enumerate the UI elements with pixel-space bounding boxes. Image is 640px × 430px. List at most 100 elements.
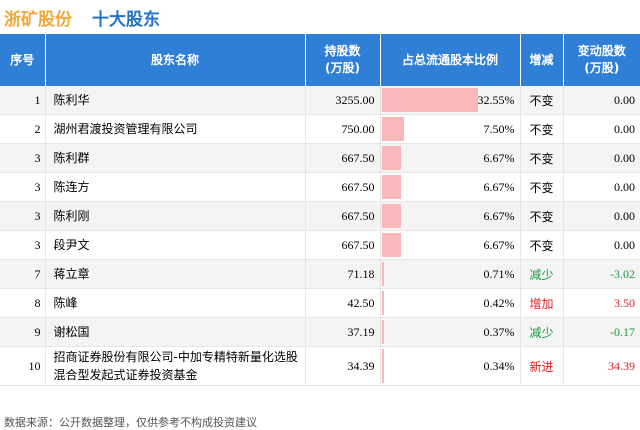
header: 浙矿股份 十大股东 [0,0,640,34]
shareholder-name: 招商证券股份有限公司-中加专精特新量化选股混合型发起式证券投资基金 [45,346,306,386]
table-row: 3 陈连方 667.50 6.67% 不变 0.00 [0,172,640,202]
ratio-value: 0.71% [483,266,515,281]
table-row: 1 陈利华 3255.00 32.55% 不变 0.00 [0,86,640,115]
shareholder-name: 陈利群 [45,143,306,173]
shares-value: 34.39 [305,346,381,386]
change-amount: 0.00 [563,230,640,260]
shares-value: 37.19 [305,317,381,347]
table-row: 3 陈利群 667.50 6.67% 不变 0.00 [0,143,640,173]
row-index: 3 [0,143,46,173]
ratio-bar [381,204,402,228]
data-source-note: 数据来源：公开数据整理，仅供参考不构成投资建议 [4,416,257,429]
ratio-value: 0.34% [483,358,515,373]
ratio-value: 6.67% [483,237,515,252]
ratio-bar [381,88,478,112]
row-index: 1 [0,86,46,115]
table-header-row: 序号 股东名称 持股数 (万股) 占总流通股本比例 增减 变动股数 (万股) [0,34,640,86]
row-index: 2 [0,114,46,144]
col-name-header: 股东名称 [45,34,306,86]
row-index: 3 [0,230,46,260]
shareholder-name: 段尹文 [45,230,306,260]
ratio-value: 6.67% [483,179,515,194]
ratio-cell: 7.50% [380,114,521,144]
change-amount: -0.17 [563,317,640,347]
ratio-value: 32.55% [477,92,515,107]
shares-value: 3255.00 [305,86,381,115]
row-index: 9 [0,317,46,347]
shareholder-name: 陈利刚 [45,201,306,231]
change-status: 减少 [520,317,564,347]
ratio-value: 0.42% [483,295,515,310]
ratio-bar [381,349,384,383]
ratio-cell: 6.67% [380,172,521,202]
change-amount: 0.00 [563,86,640,115]
shares-value: 42.50 [305,288,381,318]
ratio-value: 0.37% [483,324,515,339]
change-status: 不变 [520,143,564,173]
table-row: 8 陈峰 42.50 0.42% 增加 3.50 [0,288,640,318]
change-status: 增加 [520,288,564,318]
table-row: 10 招商证券股份有限公司-中加专精特新量化选股混合型发起式证券投资基金 34.39… [0,346,640,386]
ratio-bar [381,233,402,257]
shareholder-name: 陈峰 [45,288,306,318]
table-row: 7 蒋立章 71.18 0.71% 减少 -3.02 [0,259,640,289]
table-row: 2 湖州君渡投资管理有限公司 750.00 7.50% 不变 0.00 [0,114,640,144]
col-change-header: 增减 [520,34,564,86]
row-index: 3 [0,172,46,202]
change-amount: 0.00 [563,201,640,231]
col-index-header: 序号 [0,34,46,86]
change-status: 不变 [520,86,564,115]
change-amount: 3.50 [563,288,640,318]
ratio-cell: 0.42% [380,288,521,318]
company-name: 浙矿股份 [4,10,72,30]
shareholder-name: 陈连方 [45,172,306,202]
row-index: 7 [0,259,46,289]
shareholder-name: 蒋立章 [45,259,306,289]
table-row: 3 陈利刚 667.50 6.67% 不变 0.00 [0,201,640,231]
change-amount: 34.39 [563,346,640,386]
ratio-cell: 6.67% [380,230,521,260]
shares-value: 667.50 [305,230,381,260]
change-amount: 0.00 [563,143,640,173]
shareholder-name: 湖州君渡投资管理有限公司 [45,114,306,144]
ratio-bar [381,291,384,315]
change-status: 不变 [520,201,564,231]
table-row: 3 段尹文 667.50 6.67% 不变 0.00 [0,230,640,260]
ratio-cell: 0.71% [380,259,521,289]
ratio-cell: 0.34% [380,346,521,386]
change-status: 不变 [520,114,564,144]
change-status: 新进 [520,346,564,386]
shareholder-name: 谢松国 [45,317,306,347]
ratio-value: 6.67% [483,150,515,165]
col-shares-header: 持股数 (万股) [305,34,381,86]
ratio-cell: 32.55% [380,86,521,115]
ratio-cell: 6.67% [380,143,521,173]
shares-value: 667.50 [305,172,381,202]
change-amount: -3.02 [563,259,640,289]
shareholders-table: 序号 股东名称 持股数 (万股) 占总流通股本比例 增减 变动股数 (万股) 1… [0,34,640,386]
ratio-value: 6.67% [483,208,515,223]
ratio-cell: 0.37% [380,317,521,347]
page-title: 十大股东 [92,10,160,30]
ratio-bar [381,146,402,170]
change-status: 不变 [520,230,564,260]
row-index: 10 [0,346,46,386]
col-delta-header: 变动股数 (万股) [563,34,640,86]
shares-value: 71.18 [305,259,381,289]
ratio-bar [381,117,404,141]
shares-value: 750.00 [305,114,381,144]
ratio-value: 7.50% [483,121,515,136]
ratio-bar [381,262,384,286]
row-index: 3 [0,201,46,231]
change-status: 减少 [520,259,564,289]
ratio-bar [381,320,384,344]
ratio-bar [381,175,402,199]
change-status: 不变 [520,172,564,202]
table-row: 9 谢松国 37.19 0.37% 减少 -0.17 [0,317,640,347]
row-index: 8 [0,288,46,318]
change-amount: 0.00 [563,172,640,202]
ratio-cell: 6.67% [380,201,521,231]
col-ratio-header: 占总流通股本比例 [380,34,521,86]
shares-value: 667.50 [305,201,381,231]
change-amount: 0.00 [563,114,640,144]
